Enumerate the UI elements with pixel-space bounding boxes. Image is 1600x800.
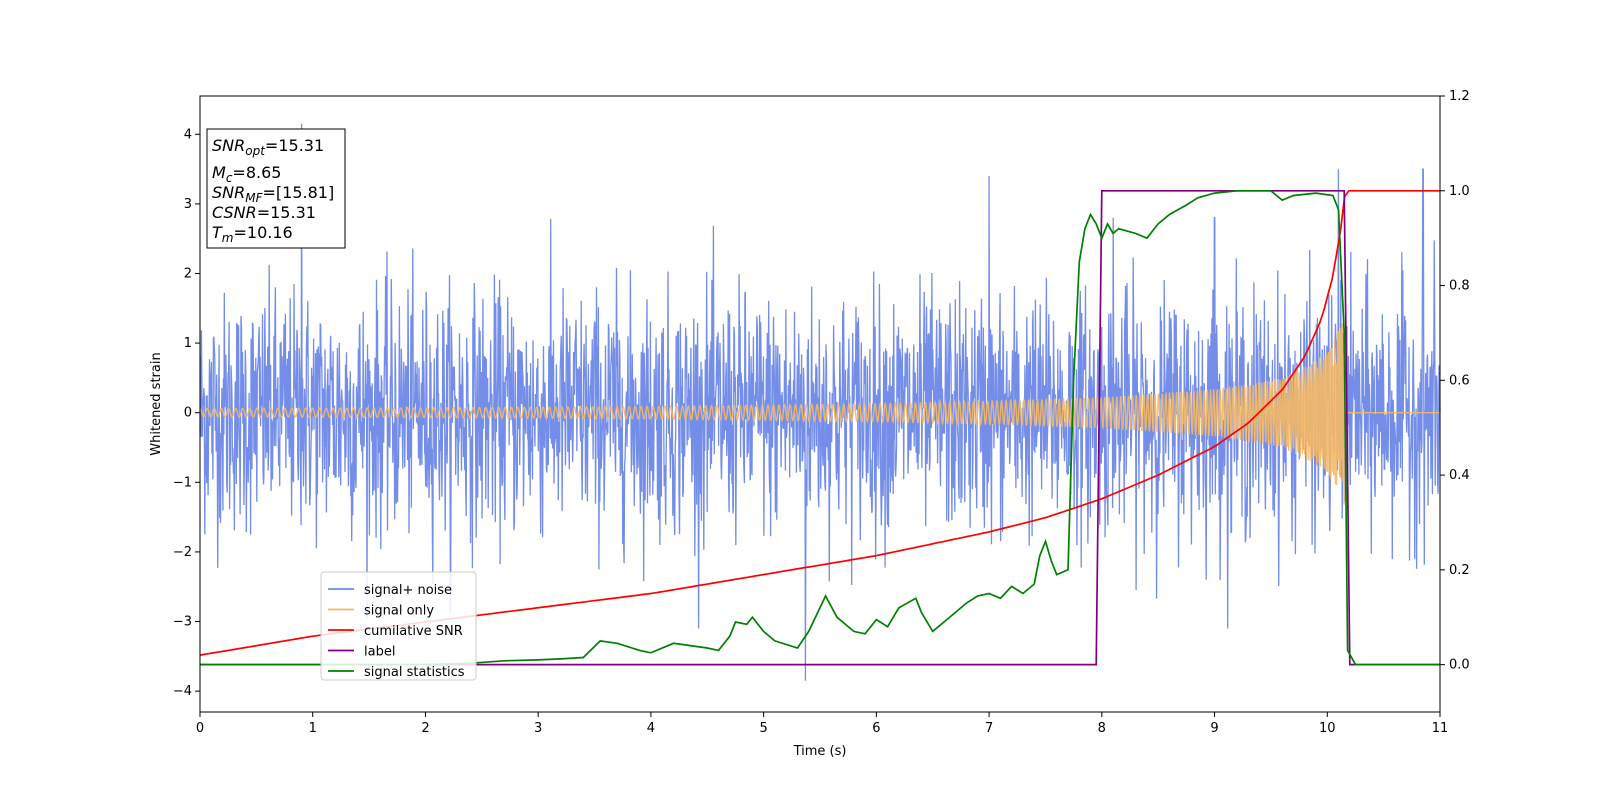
y2-tick-label: 0.8	[1449, 279, 1470, 294]
x-tick-label: 1	[309, 721, 317, 736]
y-tick-label: −2	[173, 545, 192, 560]
y2-tick-label: 0.6	[1449, 373, 1470, 388]
x-tick-label: 5	[759, 721, 767, 736]
y-tick-label: −3	[173, 615, 192, 630]
y-tick-label: 2	[184, 266, 192, 281]
x-tick-label: 2	[421, 721, 429, 736]
info-tm: Tm=10.16	[212, 223, 293, 245]
y-tick-label: 1	[184, 336, 192, 351]
y2-tick-label: 0.0	[1449, 658, 1470, 673]
y2-axis-ticks: 0.0 0.2 0.4 0.6 0.8 1.0 1.2	[1440, 89, 1470, 673]
x-tick-label: 9	[1210, 721, 1218, 736]
x-tick-label: 10	[1319, 721, 1336, 736]
y-tick-label: −1	[173, 475, 192, 490]
info-mc: Mc=8.65	[212, 163, 281, 185]
x-tick-label: 7	[985, 721, 993, 736]
y-tick-label: 3	[184, 197, 192, 212]
legend: signal+ noise signal only cumilative SNR la…	[320, 571, 477, 681]
info-snr-opt: SNRopt=15.31	[212, 136, 324, 158]
y2-tick-label: 1.2	[1449, 89, 1470, 104]
x-tick-label: 3	[534, 721, 542, 736]
y-axis-ticks: −4 −3 −2 −1 0 1 2 3 4	[173, 127, 200, 699]
x-tick-label: 8	[1098, 721, 1106, 736]
y2-tick-label: 1.0	[1449, 184, 1470, 199]
x-axis-ticks: 0 1 2 3 4 5 6 7 8 9 10 11	[196, 712, 1448, 736]
legend-label: signal+ noise	[364, 583, 452, 598]
y-tick-label: −4	[173, 684, 192, 699]
y-axis-label: Whitened strain	[149, 352, 164, 455]
y2-tick-label: 0.4	[1449, 468, 1470, 483]
legend-label: cumilative SNR	[364, 624, 463, 639]
x-tick-label: 4	[647, 721, 655, 736]
legend-label: label	[364, 645, 395, 660]
info-box: SNRopt=15.31 Mc=8.65 SNRMF=[15.81] CSNR=…	[206, 128, 346, 249]
signal-only-line	[199, 323, 1440, 505]
plot-frame	[199, 95, 1441, 713]
info-csnr: CSNR=15.31	[212, 203, 316, 222]
signal-statistics-line	[200, 189, 1440, 666]
info-box-frame	[206, 128, 346, 249]
legend-label: signal statistics	[364, 665, 465, 680]
y2-tick-label: 0.2	[1449, 563, 1470, 578]
y-tick-label: 0	[184, 406, 192, 421]
info-snr-mf: SNRMF=[15.81]	[212, 183, 334, 205]
x-axis-label: Time (s)	[793, 744, 847, 759]
x-tick-label: 6	[872, 721, 880, 736]
signal-layer	[199, 323, 1440, 505]
legend-label: signal only	[364, 604, 434, 619]
x-tick-label: 0	[196, 721, 204, 736]
x-tick-label: 11	[1432, 721, 1449, 736]
y-tick-label: 4	[184, 127, 192, 142]
legend-frame	[320, 571, 477, 681]
